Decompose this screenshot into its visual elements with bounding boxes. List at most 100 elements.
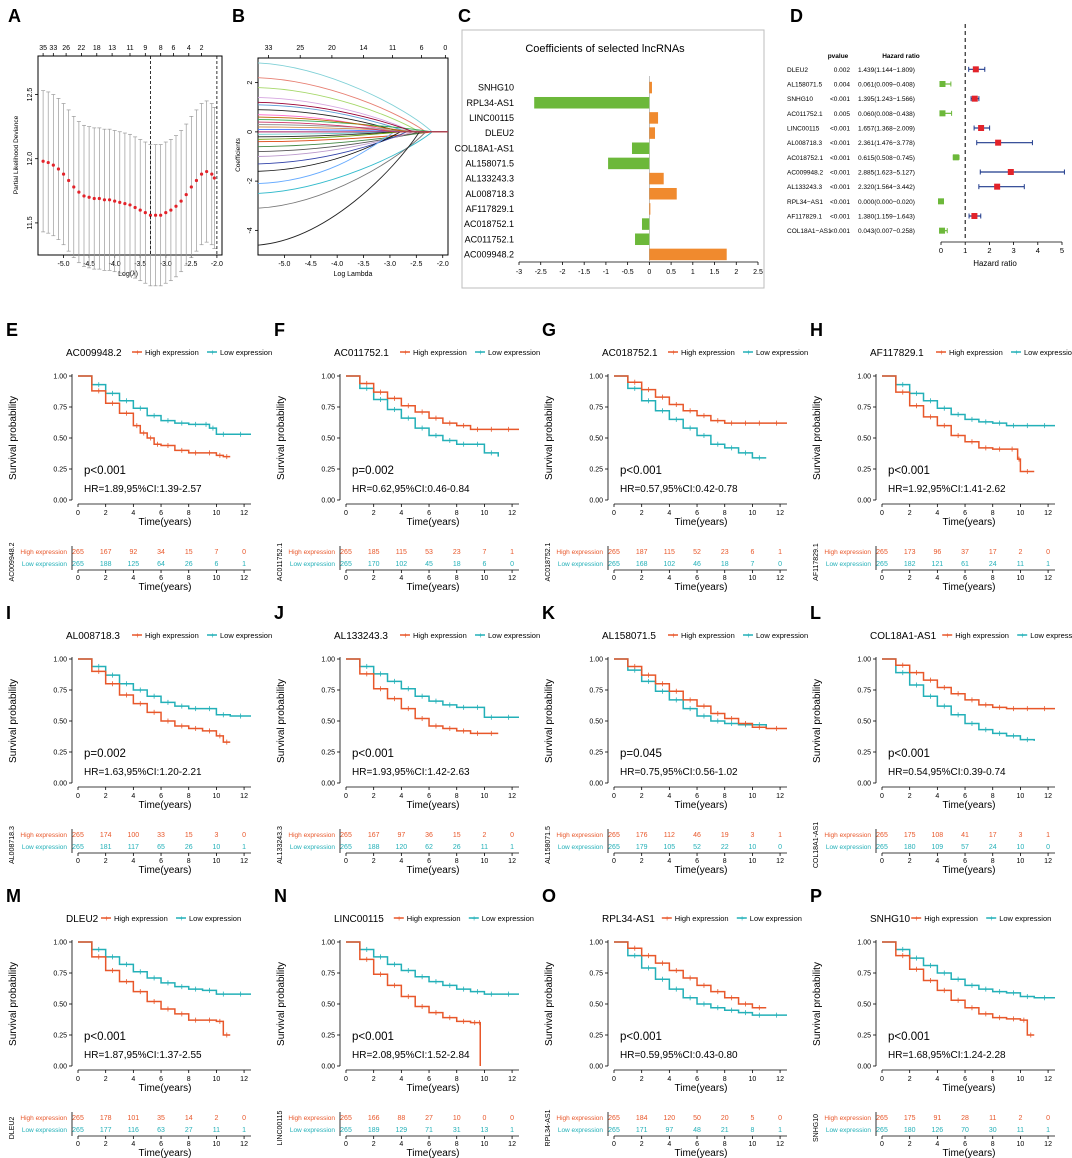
risk-count-low: 170 <box>368 561 380 568</box>
panel-letter: I <box>6 603 11 623</box>
risk-tick-label: 0 <box>612 858 616 865</box>
x-axis-label: Log(λ) <box>118 271 138 278</box>
risk-count-high: 166 <box>368 1115 380 1122</box>
x-tick-label: 12 <box>240 793 248 800</box>
risk-count-low: 45 <box>425 561 433 568</box>
cv-point <box>153 213 158 217</box>
hr-marker <box>994 183 1001 190</box>
x-tick-label: 10 <box>749 510 757 517</box>
y-tick-label: 0.25 <box>321 750 335 757</box>
risk-count-low: 97 <box>665 1127 673 1134</box>
x-tick-label: 2 <box>734 269 738 276</box>
km-panel-o: O RPL34-AS1 + High expression + Low expressio… <box>542 886 802 1158</box>
x-axis-label: Time(years) <box>675 517 728 528</box>
risk-count-low: 180 <box>904 1127 916 1134</box>
risk-tick-label: 0 <box>612 1141 616 1148</box>
risk-tick-label: 8 <box>455 1141 459 1148</box>
forest-row-name: AC009948.2 <box>787 170 824 177</box>
coef-bar <box>649 248 727 261</box>
x-tick-label: 2 <box>104 510 108 517</box>
y-tick-label: 0.25 <box>857 750 871 757</box>
hr-marker <box>1007 169 1014 175</box>
risk-label-low: Low expression <box>22 1127 68 1134</box>
y-tick-label: 2 <box>247 81 254 85</box>
forest-row-name: AL008718.3 <box>787 140 822 147</box>
x-tick-label: 10 <box>1017 1076 1025 1083</box>
risk-gene-label: AC018752.1 <box>545 542 552 581</box>
risk-tick-label: 6 <box>427 1141 431 1148</box>
risk-count-low: 265 <box>72 561 84 568</box>
risk-count-low: 265 <box>608 844 620 851</box>
risk-count-low: 26 <box>185 844 193 851</box>
risk-count-low: 21 <box>721 1127 729 1134</box>
risk-gene-label: AL008718.3 <box>9 826 16 864</box>
category-label: AL158071.5 <box>465 158 514 168</box>
risk-label-high: High expression <box>556 549 603 556</box>
y-tick-label: 0.00 <box>589 498 603 505</box>
risk-count-low: 120 <box>396 844 408 851</box>
y-tick-label: 11.5 <box>27 216 34 229</box>
x-tick-label: 0 <box>76 793 80 800</box>
panel-letter: F <box>274 320 285 340</box>
risk-count-high: 0 <box>1046 1115 1050 1122</box>
x-tick-label: -4.0 <box>331 261 343 268</box>
risk-count-low: 62 <box>425 844 433 851</box>
risk-tick-label: 6 <box>159 575 163 582</box>
risk-count-low: 11 <box>481 844 488 851</box>
risk-count-high: 17 <box>989 832 997 839</box>
y-tick-label: 0.00 <box>321 781 335 788</box>
legend-label-low: Low expression <box>756 348 808 357</box>
x-tick-label: 0 <box>647 269 651 276</box>
risk-count-high: 41 <box>961 832 969 839</box>
risk-count-high: 265 <box>876 1115 888 1122</box>
risk-tick-label: 8 <box>455 575 459 582</box>
risk-count-high: 35 <box>157 1115 165 1122</box>
x-tick-label: 0 <box>76 1076 80 1083</box>
forest-row-hr: 0.615(0.508−0.745) <box>858 155 915 162</box>
hr-marker <box>971 213 978 219</box>
y-axis-label: Survival probability <box>812 962 823 1046</box>
top-tick-label: 6 <box>420 45 424 52</box>
x-tick-label: 12 <box>508 793 516 800</box>
y-tick-label: 0.25 <box>857 1033 871 1040</box>
risk-count-low: 27 <box>185 1127 193 1134</box>
cv-point <box>138 208 142 212</box>
y-axis-label: Survival probability <box>544 679 555 763</box>
risk-count-low: 117 <box>128 844 139 851</box>
risk-count-high: 265 <box>340 1115 352 1122</box>
category-label: SNHG10 <box>478 83 514 93</box>
x-tick-label: 4 <box>935 793 939 800</box>
risk-count-low: 71 <box>425 1127 433 1134</box>
y-tick-label: 0.75 <box>53 688 67 695</box>
y-tick-label: 0.75 <box>589 971 603 978</box>
coef-path <box>257 116 448 133</box>
y-tick-label: 0.75 <box>53 971 67 978</box>
y-tick-label: 0.50 <box>321 436 335 443</box>
cv-point <box>169 208 173 212</box>
coef-path <box>257 131 448 165</box>
x-tick-label: 12 <box>1044 1076 1052 1083</box>
y-axis-label: Survival probability <box>8 396 19 480</box>
risk-tick-label: 10 <box>213 858 221 865</box>
risk-tick-label: 2 <box>372 1141 376 1148</box>
y-tick-label: 0.75 <box>321 971 335 978</box>
col-header-pvalue: pvalue <box>828 53 849 60</box>
forest-row-hr: 0.061(0.009−0.408) <box>858 82 915 89</box>
risk-count-low: 102 <box>396 561 408 568</box>
legend-label-high: High expression <box>924 914 978 923</box>
panel-c: C Coefficients of selected lncRNAs SNHG10 R… <box>454 6 765 289</box>
hr-marker <box>939 227 946 234</box>
cv-point <box>189 185 193 189</box>
y-tick-label: 0.75 <box>857 405 871 412</box>
risk-count-low: 265 <box>340 844 352 851</box>
x-tick-label: 8 <box>991 793 995 800</box>
risk-count-high: 36 <box>425 832 433 839</box>
x-axis-label: Time(years) <box>943 517 996 528</box>
risk-count-low: 18 <box>453 561 461 568</box>
x-tick-label: 3 <box>1012 246 1016 255</box>
risk-count-high: 265 <box>608 1115 620 1122</box>
x-tick-label: 8 <box>187 793 191 800</box>
hr-marker <box>952 154 959 161</box>
risk-count-low: 61 <box>961 561 969 568</box>
